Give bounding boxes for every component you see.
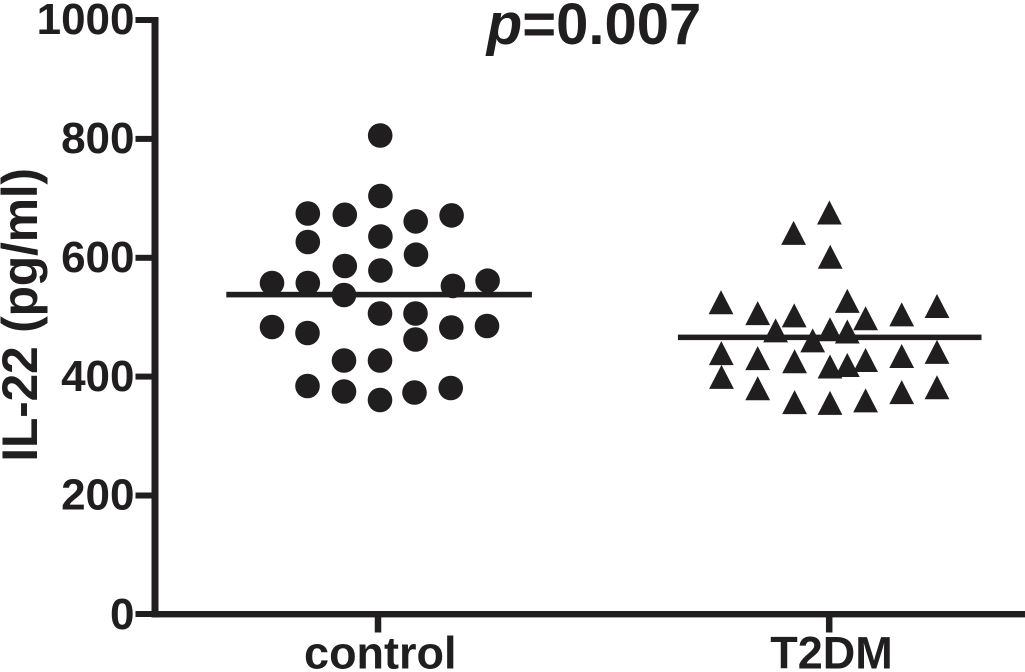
svg-text:1000: 1000 [37, 0, 135, 44]
svg-text:800: 800 [61, 114, 134, 163]
svg-text:0: 0 [110, 590, 134, 639]
svg-text:600: 600 [61, 233, 134, 282]
svg-text:400: 400 [61, 352, 134, 401]
svg-text:IL-22 (pg/ml): IL-22 (pg/ml) [0, 168, 48, 461]
svg-text:p=0.007: p=0.007 [485, 0, 701, 57]
svg-text:control: control [304, 628, 457, 672]
svg-text:200: 200 [61, 471, 134, 520]
svg-text:T2DM: T2DM [770, 628, 893, 672]
